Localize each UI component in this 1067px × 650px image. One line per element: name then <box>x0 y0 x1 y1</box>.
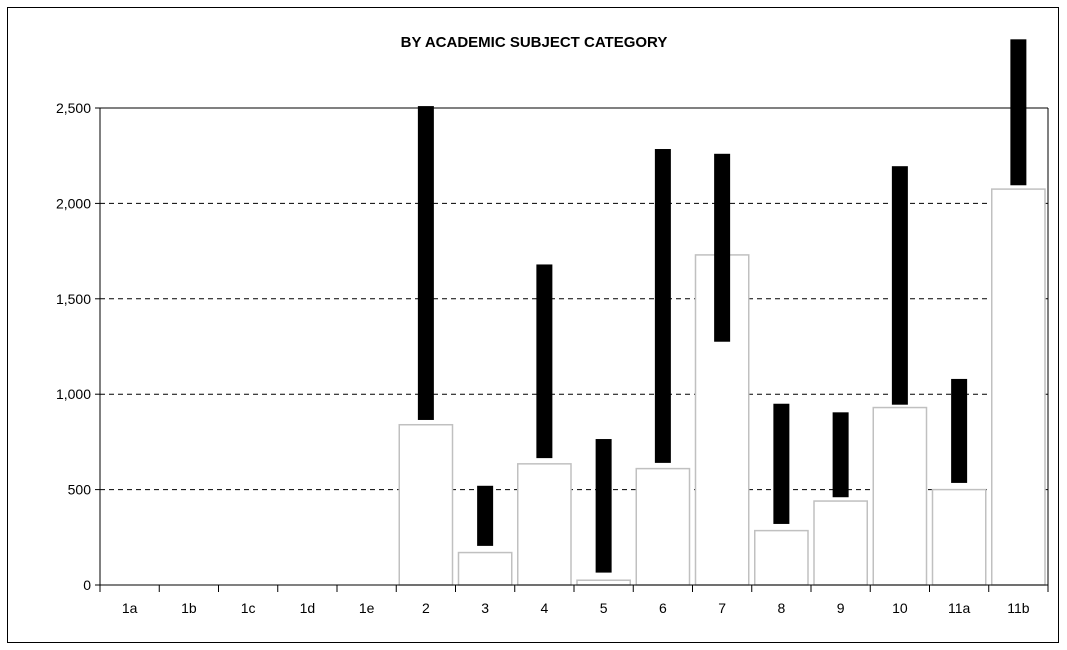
x-tick-label: 4 <box>540 600 548 616</box>
y-tick-label: 2,000 <box>56 195 91 211</box>
x-tick-label: 6 <box>659 600 667 616</box>
x-tick-label: 1b <box>181 600 197 616</box>
y-tick-label: 0 <box>83 577 91 593</box>
bar <box>577 580 630 585</box>
x-tick-label: 2 <box>422 600 430 616</box>
bar <box>518 464 571 585</box>
x-tick-label: 11a <box>948 600 971 616</box>
range-bar <box>892 166 908 405</box>
x-tick-label: 1e <box>359 600 375 616</box>
range-bar <box>536 264 552 458</box>
bar <box>755 531 808 585</box>
bar <box>873 408 926 585</box>
range-bar <box>951 379 967 483</box>
range-bar <box>418 106 434 420</box>
x-tick-label: 11b <box>1007 600 1030 616</box>
x-tick-label: 5 <box>600 600 608 616</box>
range-bar <box>773 404 789 524</box>
x-tick-label: 1d <box>300 600 316 616</box>
range-bar <box>596 439 612 573</box>
y-tick-label: 1,500 <box>56 291 91 307</box>
bar <box>399 425 452 585</box>
x-tick-label: 1c <box>241 600 256 616</box>
x-tick-label: 10 <box>892 600 908 616</box>
bar <box>992 189 1045 585</box>
y-tick-label: 500 <box>68 482 92 498</box>
bar <box>933 490 986 585</box>
y-tick-label: 1,000 <box>56 386 91 402</box>
x-tick-label: 8 <box>777 600 785 616</box>
x-tick-label: 9 <box>837 600 845 616</box>
range-bar <box>477 486 493 546</box>
chart-frame: BY ACADEMIC SUBJECT CATEGORY 0 500 1,000 1,… <box>7 7 1059 643</box>
x-tick-label: 3 <box>481 600 489 616</box>
range-bar <box>714 154 730 342</box>
range-bar <box>1010 39 1026 185</box>
x-tick-label: 7 <box>718 600 726 616</box>
bar <box>814 501 867 585</box>
range-bar <box>655 149 671 463</box>
y-tick-label: 2,500 <box>56 100 91 116</box>
range-bar <box>833 412 849 497</box>
bar <box>459 553 512 585</box>
bar <box>636 469 689 585</box>
x-tick-label: 1a <box>122 600 138 616</box>
chart-svg: 0 500 1,000 1,500 2,000 2,500 1a 1b 1c 1d 1e 2 3 4 5 6 7… <box>8 8 1058 642</box>
